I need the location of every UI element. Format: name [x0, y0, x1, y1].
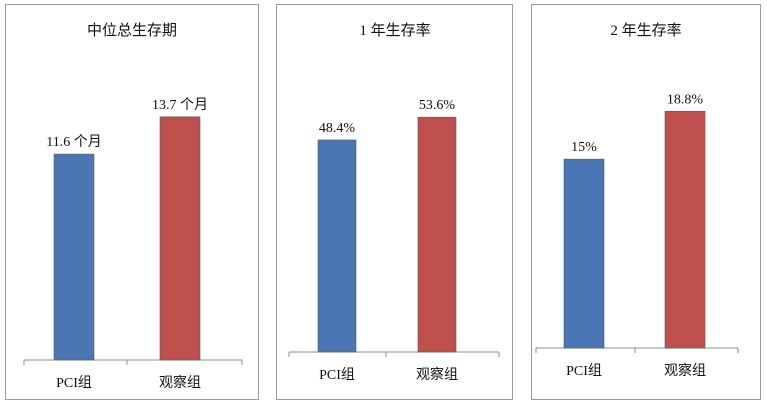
data-label: 48.4% — [319, 121, 356, 136]
category-label: 观察组 — [159, 374, 201, 391]
chart-panel-2yr-survival: 2 年生存率 15% PCI组 18.8% 观察组 — [531, 4, 761, 400]
bar-observation — [417, 116, 457, 353]
chart-panel-median-os: 中位总生存期 11.6 个月 PCI组 13.7 个月 观察组 — [5, 4, 259, 400]
category-label: PCI组 — [319, 367, 355, 383]
bar-observation — [159, 116, 201, 361]
category-label: PCI组 — [566, 363, 602, 379]
data-label: 18.8% — [667, 92, 704, 107]
data-label: 11.6 个月 — [46, 134, 101, 150]
bar-pci — [53, 153, 95, 361]
chart-1yr-survival: 1 年生存率 48.4% PCI组 53.6% 观察组 — [288, 22, 500, 383]
chart-2yr-survival: 2 年生存率 15% PCI组 18.8% 观察组 — [535, 22, 739, 379]
bar-observation — [664, 110, 706, 349]
data-label: 15% — [571, 140, 597, 155]
chart-title: 2 年生存率 — [610, 22, 681, 39]
chart-title: 1 年生存率 — [359, 22, 430, 39]
bar-pci — [563, 158, 605, 349]
category-label: 观察组 — [416, 366, 458, 383]
category-label: 观察组 — [664, 362, 706, 379]
chart-title: 中位总生存期 — [87, 22, 177, 39]
chart-panel-1yr-survival: 1 年生存率 48.4% PCI组 53.6% 观察组 — [276, 4, 513, 400]
category-label: PCI组 — [56, 375, 92, 391]
data-label: 53.6% — [419, 98, 456, 113]
data-label: 13.7 个月 — [152, 97, 208, 113]
bar-pci — [317, 139, 357, 353]
